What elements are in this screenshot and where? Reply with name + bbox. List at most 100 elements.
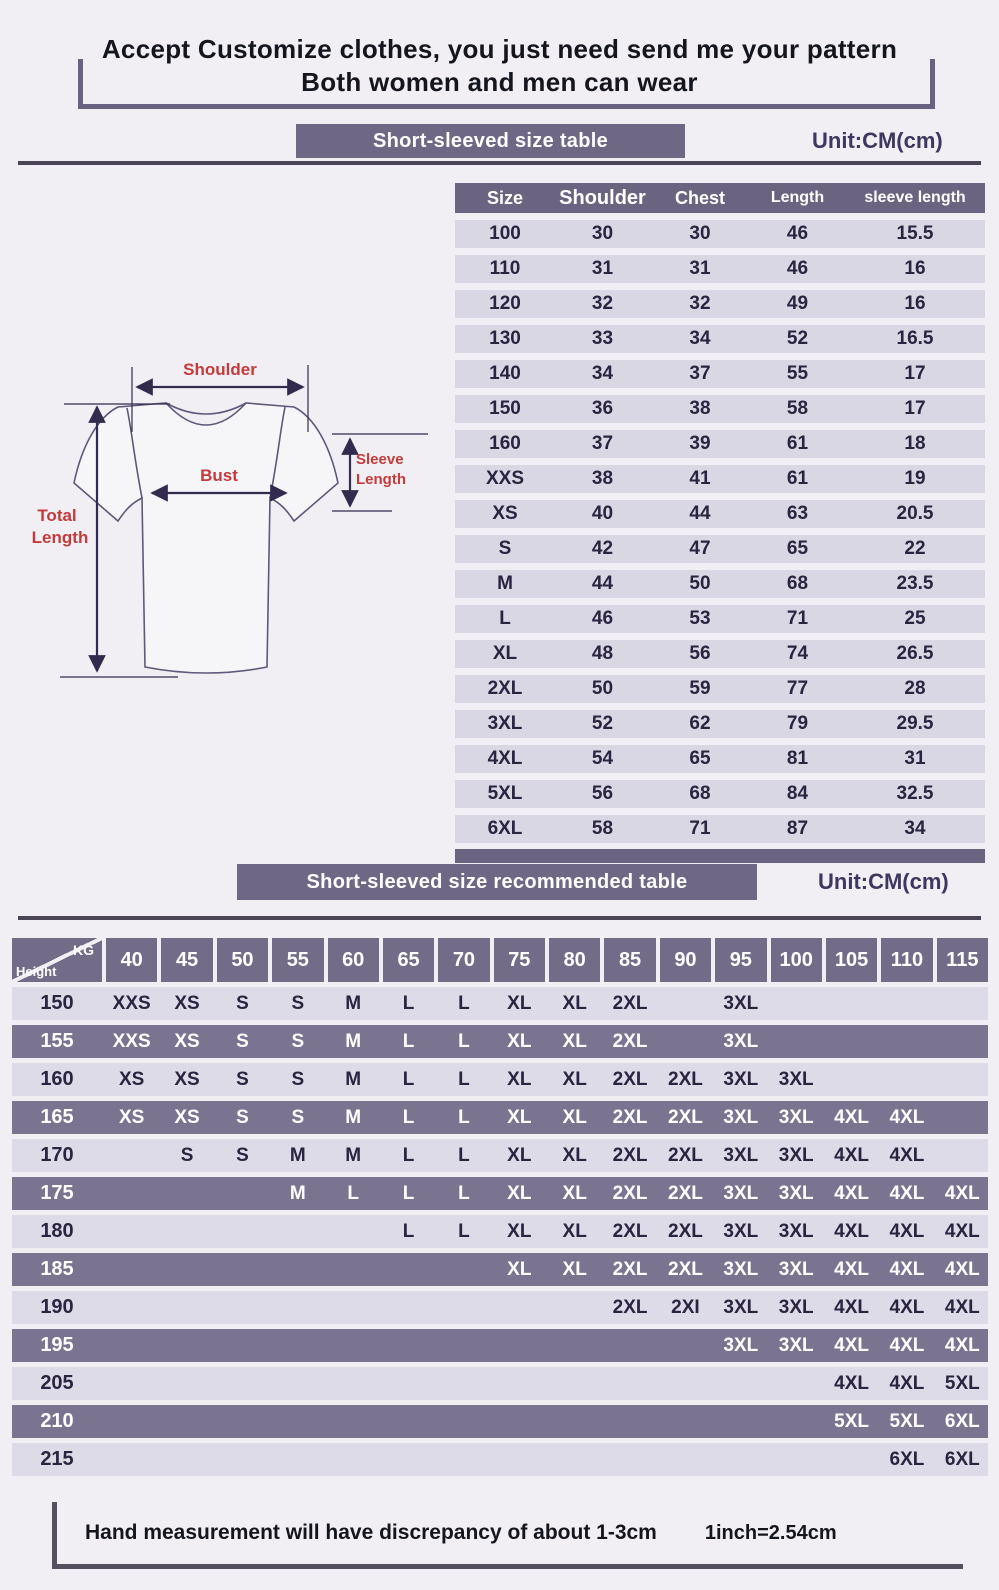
size-table-cell: 37 — [689, 363, 711, 384]
rec-size-cell: XL — [562, 1106, 587, 1128]
rec-size-cell: XL — [507, 1144, 532, 1166]
measure-arrows — [88, 378, 359, 673]
rec-size-cell: 6XL — [944, 1410, 980, 1432]
rec-weight-cells: KG Height 40 45 50 55 60 65 70 75 80 85 90 95 100 105… — [12, 938, 988, 982]
rec-size-cell: L — [458, 1220, 470, 1242]
rec-size-cell: 3XL — [778, 1334, 814, 1356]
rec-size-cell: L — [458, 992, 470, 1014]
rec-size-cell: L — [402, 1182, 415, 1204]
rec-size-cell: S — [236, 1030, 249, 1052]
title-line-2: Both women and men can wear — [301, 67, 698, 97]
rec-size-cell: XL — [507, 1106, 532, 1128]
size-table-cell: 120 — [489, 293, 521, 314]
size-table-cell: S — [498, 538, 512, 559]
size-table-cell: 31 — [904, 748, 926, 769]
size-table-banner: Short-sleeved size table — [296, 124, 685, 158]
rec-size-cell: M — [345, 1144, 362, 1166]
size-table-row: L 46 53 71 25 — [455, 605, 985, 633]
rec-size-cell: L — [402, 1106, 415, 1128]
rec-size-cell: 2XL — [612, 992, 648, 1014]
rec-size-cell: 4XL — [834, 1144, 869, 1166]
tshirt-outline — [73, 402, 339, 674]
size-table-row: 6XL 58 71 87 34 — [455, 815, 985, 843]
rec-size-cell: M — [345, 1106, 362, 1128]
rec-table-row: 150 XXS XS S S M L L XL XL 2XL 3XL — [12, 987, 988, 1020]
size-table-cell: 31 — [591, 258, 614, 279]
rec-height-label: 195 — [40, 1334, 74, 1356]
rec-size-cell: S — [180, 1144, 194, 1166]
size-table-cell: 79 — [786, 713, 809, 734]
size-table-cell: 50 — [689, 573, 711, 594]
rec-size-cell: 5XL — [944, 1372, 980, 1394]
rec-size-cell: 3XL — [778, 1182, 814, 1204]
rec-weight-header: 55 — [272, 938, 324, 982]
size-table-cell: 3XL — [487, 713, 523, 734]
rec-size-cell: 4XL — [834, 1220, 869, 1242]
size-table-footer-bar — [455, 849, 985, 863]
rec-size-cell: L — [347, 1182, 359, 1204]
rec-size-cell: 3XL — [723, 1220, 759, 1242]
rec-size-cell: 3XL — [723, 1106, 759, 1128]
rec-size-cell: XS — [174, 992, 200, 1014]
rec-size-cell: 3XL — [778, 1106, 814, 1128]
rec-size-cell: 3XL — [778, 1220, 814, 1242]
size-table-cell: 26.5 — [896, 643, 934, 664]
rec-height-label: 205 — [40, 1372, 74, 1394]
rec-size-cell: XS — [174, 1030, 200, 1052]
size-table-cell: XXS — [485, 468, 525, 489]
size-table-row: 160 37 39 61 18 — [455, 430, 985, 458]
divider-line — [18, 916, 981, 920]
rec-size-cell: S — [236, 1144, 249, 1166]
rec-size-cell: L — [458, 1106, 470, 1128]
measurement-note: Hand measurement will have discrepancy o… — [85, 1521, 657, 1544]
rec-size-cell: 4XL — [834, 1258, 869, 1280]
size-table-cell: 100 — [489, 223, 521, 244]
size-table-cell: 48 — [591, 643, 614, 664]
rec-table-row: 205 4XL 4XL 5XL — [12, 1367, 988, 1400]
size-table-cell: 30 — [689, 223, 711, 244]
size-table-cell: 20.5 — [896, 503, 934, 524]
rec-size-cell: XL — [562, 1030, 587, 1052]
rec-size-cell: 3XL — [723, 1258, 759, 1280]
size-table-cell: 40 — [591, 503, 614, 524]
rec-size-cell: 4XL — [889, 1258, 925, 1280]
size-table-row: 4XL 54 65 81 31 — [455, 745, 985, 773]
size-table-row: M 44 50 68 23.5 — [455, 570, 985, 598]
size-table-cell: 17 — [904, 398, 926, 419]
size-table-cell: 58 — [786, 398, 809, 419]
size-table-cell: 34 — [904, 818, 926, 839]
rec-height-label: 170 — [40, 1144, 74, 1166]
rec-size-cell: 5XL — [889, 1410, 925, 1432]
rec-size-cell: L — [458, 1144, 470, 1166]
rec-size-cell: 3XL — [723, 992, 759, 1014]
rec-size-cell: 4XL — [834, 1182, 869, 1204]
rec-size-cell: L — [458, 1068, 470, 1090]
size-table-header-shoulder: Shoulder — [559, 186, 646, 209]
recommended-table-banner: Short-sleeved size recommended table — [237, 864, 757, 900]
rec-size-cell: 2XL — [612, 1144, 648, 1166]
rec-size-cell: 3XL — [778, 1258, 814, 1280]
rec-size-cell: 2XL — [612, 1296, 648, 1318]
rec-size-cell: 4XL — [889, 1106, 925, 1128]
rec-table-rows: 150 XXS XS S S M L L XL XL 2XL 3XL 155 XXS XS S S M L L XL XL… — [12, 987, 988, 1476]
rec-size-cell: 3XL — [723, 1296, 759, 1318]
rec-size-cell: 6XL — [944, 1448, 980, 1470]
rec-size-cell: XS — [174, 1106, 200, 1128]
size-table-cell: 34 — [689, 328, 711, 349]
rec-weight-header: 90 — [659, 938, 712, 982]
rec-size-cell: S — [291, 1030, 305, 1052]
size-table-cell: 65 — [689, 748, 711, 769]
size-table-cell: 38 — [689, 398, 711, 419]
rec-height-label: 185 — [40, 1258, 74, 1280]
sleeve-length-label-2: Length — [356, 471, 406, 488]
rec-size-cell: 2XL — [612, 1106, 648, 1128]
rec-height-label: 210 — [40, 1410, 74, 1432]
rec-size-cell: 2XL — [668, 1144, 703, 1166]
size-table-cell: 4XL — [487, 748, 523, 769]
size-table-cell: 41 — [689, 468, 711, 489]
rec-size-cell: 4XL — [889, 1182, 925, 1204]
rec-size-cell: 4XL — [889, 1144, 925, 1166]
size-table-cell: 68 — [786, 573, 809, 594]
size-table-cell: 22 — [904, 538, 926, 559]
